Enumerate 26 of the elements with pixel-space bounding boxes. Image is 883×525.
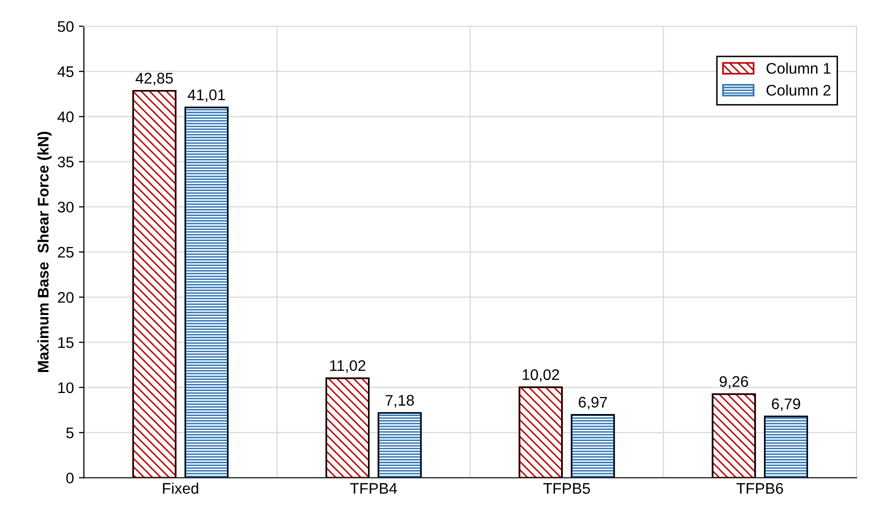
y-tick-label: 20	[58, 292, 74, 303]
y-tick-label: 25	[58, 246, 74, 258]
x-tick-label: TFPB4	[350, 483, 397, 494]
data-label: 11,02	[330, 360, 366, 373]
y-tick-label: 10	[58, 382, 74, 394]
data-label: 41,01	[188, 89, 225, 102]
y-tick-label: 15	[58, 337, 74, 348]
y-tick-label: 40	[58, 111, 74, 122]
x-tick-label: TFPB5	[543, 483, 590, 494]
x-tick-label: TFPB6	[736, 483, 784, 494]
data-label: 42,85	[136, 72, 173, 86]
y-tick-label: 0	[66, 472, 74, 484]
y-tick-label: 45	[58, 66, 74, 78]
legend-label: Column 1	[766, 62, 830, 74]
y-tick-label: 35	[58, 156, 74, 168]
y-tick-label: 50	[58, 21, 74, 32]
data-label: 6,79	[772, 398, 800, 412]
data-label: 9,26	[720, 376, 748, 389]
data-label: 7,18	[386, 394, 414, 408]
data-label: 6,97	[578, 396, 607, 410]
x-tick-label: Fixed	[163, 482, 198, 494]
y-tick-label: 30	[58, 202, 74, 213]
y-axis-title: Maximum Base Shear Force (kN)	[37, 132, 52, 372]
data-label: 10,02	[522, 369, 560, 382]
legend-label: Column 2	[766, 84, 830, 96]
y-tick-label: 5	[66, 428, 74, 438]
